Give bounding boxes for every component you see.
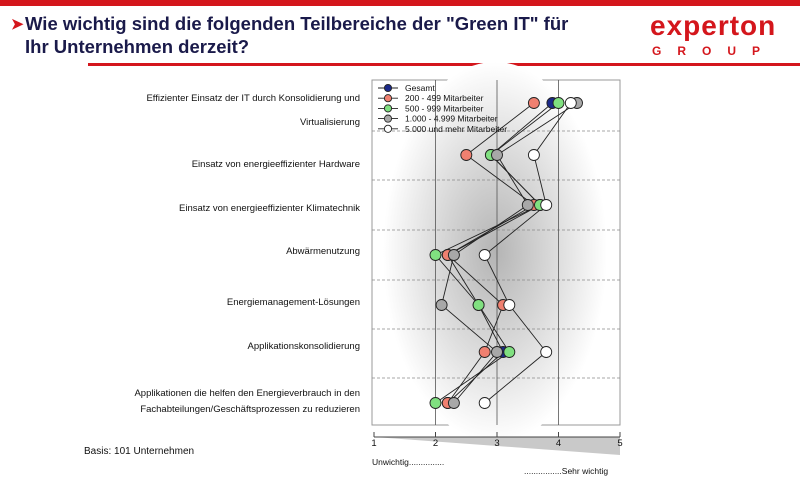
series-point [435,299,448,311]
category-label: Fachabteilungen/Geschäftsprozessen zu re… [140,404,360,415]
basis-note: Basis: 101 Unternehmen [84,446,195,457]
scale-label-unwichtig: Unwichtig............... [372,457,445,467]
series-point [540,346,553,358]
series-point [429,397,442,409]
scale-wedge [374,437,620,455]
title-underline [88,63,800,66]
legend-marker [383,104,393,113]
logo-group: GROUP [652,44,777,58]
legend-marker [383,94,393,103]
series-point [552,97,565,109]
series-point [527,149,540,161]
legend-label: 5.000 und mehr Mitarbeiter [405,124,507,134]
category-label: Effizienter Einsatz der IT durch Konsoli… [146,93,360,104]
series-point [491,149,503,161]
series-point [521,199,534,211]
page-title-line-2: Ihr Unternehmen derzeit? [25,36,250,57]
legend-marker [383,124,393,133]
series-point [478,249,491,261]
x-tick-label: 3 [494,438,499,449]
series-point [564,97,577,109]
category-label: Virtualisierung [299,117,360,128]
series-point [540,199,553,211]
category-label: Applikationskonsolidierung [247,341,361,352]
series-point [527,97,540,109]
page-title: ➤ Wie wichtig sind die folgenden Teilber… [11,12,625,58]
series-point [472,299,485,311]
category-label: Einsatz von energieeffizienter Hardware [191,159,360,170]
logo-word: experton [650,10,777,41]
legend-marker [383,83,393,93]
x-tick-label: 1 [371,438,376,449]
page-title-line-1: Wie wichtig sind die folgenden Teilberei… [25,13,569,34]
x-tick-label: 4 [556,438,561,449]
bullet-arrow-icon: ➤ [11,16,24,33]
category-label: Einsatz von energieeffizienter Klimatech… [179,203,360,214]
legend-label: Gesamt [405,83,435,93]
category-label: Abwärmenutzung [286,246,360,257]
legend-label: 1.000 - 4.999 Mitarbeiter [405,114,498,124]
series-point [447,397,460,409]
series-point [491,346,503,358]
category-label: Energiemanagement-Lösungen [226,297,360,308]
legend-marker [383,114,393,123]
x-tick-label: 2 [433,438,438,449]
series-point [478,397,491,409]
series-point [503,346,516,358]
top-accent-bar [0,0,800,6]
legend-label: 200 - 499 Mitarbeiter [405,93,484,103]
experton-logo: experton GROUP [650,12,795,62]
series-point [447,249,460,261]
series-point [429,249,442,261]
plot-shading [383,62,607,442]
series-point [478,346,491,358]
category-label: Applikationen die helfen den Energieverb… [134,388,360,399]
series-point [460,149,473,161]
x-tick-label: 5 [617,438,622,449]
scale-label-sehr-wichtig: ................Sehr wichtig [524,466,609,476]
series-point [503,299,516,311]
legend-label: 500 - 999 Mitarbeiter [405,103,484,113]
